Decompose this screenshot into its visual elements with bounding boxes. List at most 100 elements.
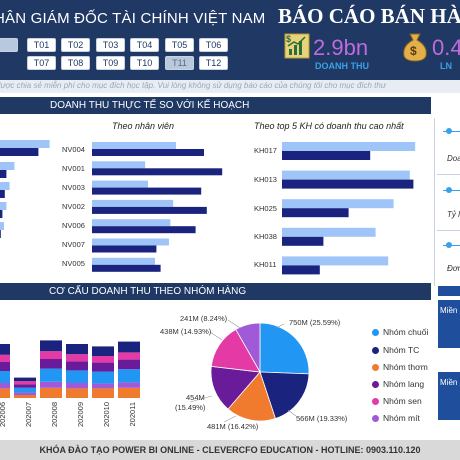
- month-button-selected[interactable]: T11: [165, 56, 194, 70]
- bar-actual[interactable]: [282, 208, 349, 218]
- stack-segment[interactable]: [92, 383, 114, 389]
- stack-segment[interactable]: [66, 354, 88, 362]
- month-button[interactable]: T02: [61, 38, 90, 52]
- bar-actual[interactable]: [0, 170, 7, 178]
- bar-plan[interactable]: [92, 180, 148, 188]
- bar-plan[interactable]: [0, 182, 10, 190]
- region-panel: Miền Miền: [438, 286, 460, 436]
- bar-actual[interactable]: [92, 245, 157, 253]
- stack-segment[interactable]: [118, 387, 140, 398]
- stack-segment[interactable]: [40, 368, 62, 382]
- bar-plan[interactable]: [0, 140, 50, 148]
- stack-segment[interactable]: [92, 371, 114, 384]
- month-button[interactable]: T01: [27, 38, 56, 52]
- bar-actual[interactable]: [0, 210, 3, 218]
- bar-actual[interactable]: [92, 206, 207, 214]
- stack-segment[interactable]: [66, 383, 88, 389]
- bar-actual[interactable]: [92, 264, 161, 272]
- bar-actual[interactable]: [282, 179, 414, 189]
- legend-item[interactable]: Nhóm lang: [372, 379, 424, 389]
- bar-plan[interactable]: [0, 222, 4, 230]
- month-button[interactable]: T12: [199, 56, 228, 70]
- stack-segment[interactable]: [0, 362, 10, 371]
- stack-segment[interactable]: [118, 359, 140, 370]
- bar-actual[interactable]: [282, 265, 320, 275]
- stack-segment[interactable]: [66, 344, 88, 355]
- stack-segment[interactable]: [118, 352, 140, 360]
- kpi-trend-dot: [446, 128, 452, 134]
- legend-item[interactable]: Nhóm sen: [372, 396, 422, 406]
- month-button[interactable]: T04: [130, 38, 159, 52]
- stack-segment[interactable]: [118, 382, 140, 388]
- region-bar: [438, 300, 460, 348]
- stack-segment[interactable]: [14, 377, 36, 382]
- bar-actual[interactable]: [0, 148, 39, 156]
- stack-segment[interactable]: [40, 381, 62, 388]
- month-button[interactable]: T03: [96, 38, 125, 52]
- month-button[interactable]: T09: [96, 56, 125, 70]
- stack-segment[interactable]: [40, 351, 62, 359]
- bar-actual[interactable]: [282, 151, 371, 160]
- stack-segment[interactable]: [40, 387, 62, 398]
- bar-plan[interactable]: [92, 142, 176, 149]
- bar-actual[interactable]: [92, 226, 196, 234]
- stack-segment[interactable]: [66, 388, 88, 398]
- bar-plan[interactable]: [282, 256, 389, 266]
- stack-segment[interactable]: [14, 392, 36, 395]
- legend-item[interactable]: Nhóm mít: [372, 413, 420, 423]
- pie-slice[interactable]: [259, 371, 310, 420]
- kpi-side-panel: Doa Tỷ lệ Đơn: [434, 118, 460, 286]
- bar-plan[interactable]: [92, 199, 174, 207]
- stack-segment[interactable]: [0, 388, 10, 398]
- bar-plan[interactable]: [92, 219, 171, 227]
- stack-segment[interactable]: [14, 395, 36, 398]
- stack-segment[interactable]: [14, 387, 36, 393]
- bar-actual[interactable]: [92, 168, 223, 176]
- pie-slice[interactable]: [210, 365, 261, 410]
- pie-slice[interactable]: [227, 371, 276, 422]
- bar-plan[interactable]: [282, 142, 416, 151]
- month-button[interactable]: T06: [199, 38, 228, 52]
- stack-segment[interactable]: [0, 354, 10, 362]
- stack-segment[interactable]: [118, 369, 140, 383]
- month-button[interactable]: T10: [130, 56, 159, 70]
- bar-plan[interactable]: [0, 162, 15, 170]
- legend-item[interactable]: Nhóm TC: [372, 345, 419, 355]
- pie-slice[interactable]: [235, 322, 261, 374]
- stack-segment[interactable]: [92, 362, 114, 372]
- bar-plan[interactable]: [92, 257, 155, 265]
- pie-slice[interactable]: [259, 322, 310, 375]
- bar-plan[interactable]: [92, 161, 146, 169]
- stack-segment[interactable]: [118, 341, 140, 353]
- month-button[interactable]: T08: [61, 56, 90, 70]
- stack-segment[interactable]: [0, 371, 10, 383]
- month-selected-stub[interactable]: [0, 38, 18, 52]
- stack-segment[interactable]: [40, 340, 62, 352]
- bar-plan[interactable]: [0, 202, 7, 210]
- bar-actual[interactable]: [92, 149, 204, 156]
- bar-actual[interactable]: [92, 187, 202, 195]
- bar-actual[interactable]: [0, 230, 1, 238]
- stack-segment[interactable]: [40, 359, 62, 369]
- bar-actual[interactable]: [0, 190, 5, 198]
- legend-item[interactable]: Nhóm chuối: [372, 327, 428, 337]
- bar-plan[interactable]: [282, 170, 410, 180]
- stack-segment[interactable]: [14, 381, 36, 385]
- category-label: NV003: [62, 183, 85, 192]
- stack-segment[interactable]: [0, 383, 10, 389]
- stack-segment[interactable]: [66, 361, 88, 371]
- month-button[interactable]: T05: [165, 38, 194, 52]
- section-header-revenue-vs-plan: DOANH THU THỰC TẾ SO VỚI KẾ HOẠCH: [0, 97, 431, 114]
- stack-segment[interactable]: [14, 384, 36, 388]
- stack-segment[interactable]: [92, 356, 114, 363]
- month-button[interactable]: T07: [27, 56, 56, 70]
- bar-plan[interactable]: [92, 238, 169, 246]
- bar-plan[interactable]: [282, 227, 376, 237]
- bar-plan[interactable]: [282, 199, 394, 209]
- stack-segment[interactable]: [0, 344, 10, 355]
- stack-segment[interactable]: [92, 388, 114, 398]
- bar-actual[interactable]: [282, 236, 324, 246]
- stack-segment[interactable]: [66, 370, 88, 383]
- legend-item[interactable]: Nhóm thơm: [372, 362, 428, 372]
- stack-segment[interactable]: [92, 346, 114, 356]
